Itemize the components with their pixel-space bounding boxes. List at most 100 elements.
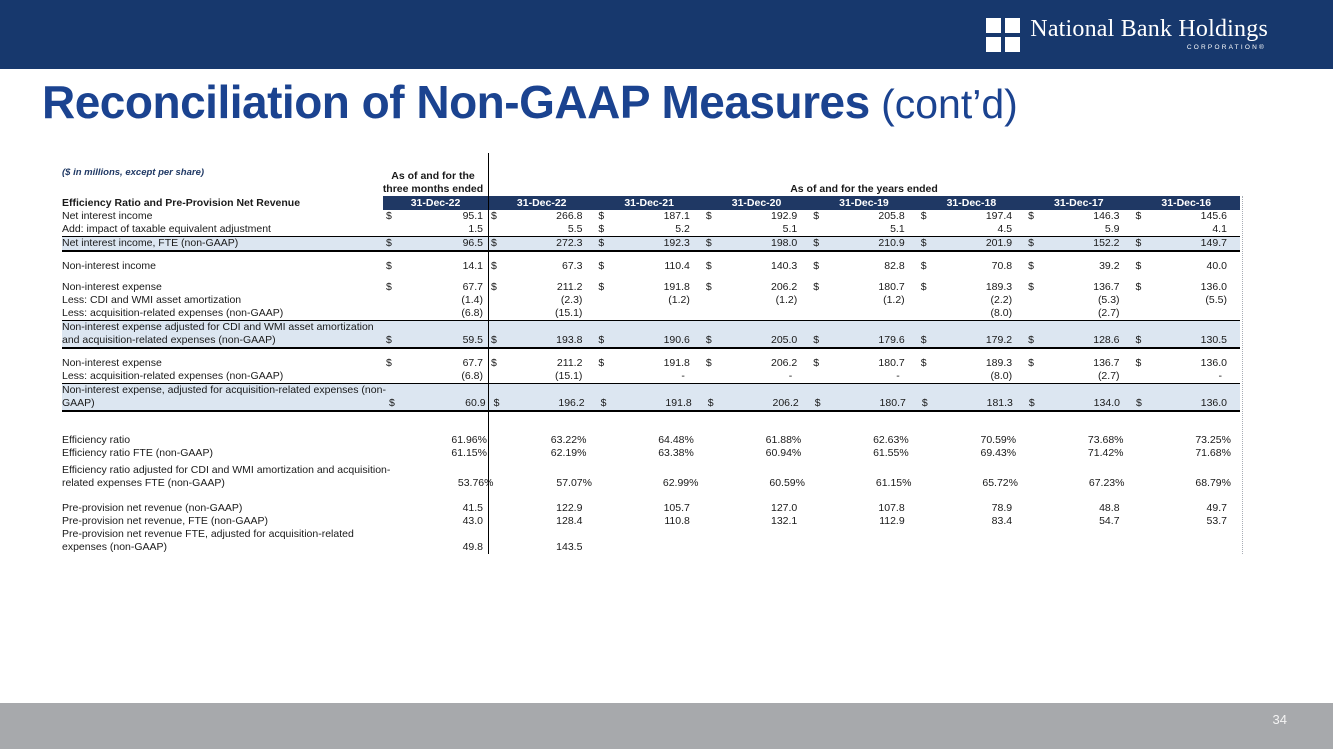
- dollar-sign: $: [813, 281, 820, 293]
- logo-text-wrap: National Bank Holdings CORPORATION®: [1030, 16, 1268, 51]
- cell-value: 60.94%: [765, 447, 802, 459]
- cell-value: -: [896, 370, 900, 382]
- table-cell: 60.59%: [707, 464, 814, 490]
- table-cell: 61.88%: [703, 434, 810, 447]
- cell-value: 62.99%: [662, 477, 699, 489]
- cell-value: 266.8: [556, 210, 583, 222]
- table-cell: 5.5: [488, 223, 595, 236]
- reconciliation-table: ($ in millions, except per share) As of …: [62, 153, 1243, 570]
- dollar-sign: $: [598, 260, 605, 272]
- cell-value: 201.9: [985, 237, 1013, 249]
- dollar-sign: $: [1135, 210, 1142, 222]
- cell-value: 67.7: [462, 281, 483, 293]
- dollar-sign: $: [707, 397, 714, 409]
- dollar-sign: $: [705, 237, 712, 249]
- table-cell: (2.7): [1025, 307, 1132, 320]
- table-cell: $205.8: [810, 210, 917, 223]
- cell-value: 67.7: [462, 357, 483, 369]
- cell-value: 78.9: [991, 502, 1013, 514]
- cell-value: 70.59%: [980, 434, 1017, 446]
- dollar-sign: $: [386, 237, 392, 249]
- cell-value: 105.7: [663, 502, 690, 514]
- table-cell: $206.2: [705, 384, 812, 410]
- table-cell: 78.9: [918, 502, 1025, 515]
- cell-value: 180.7: [879, 397, 906, 409]
- table-cell: $130.5: [1133, 321, 1240, 347]
- row-label: Net interest income: [62, 210, 153, 222]
- row-label: Non-interest income: [62, 260, 156, 272]
- cell-value: 57.07%: [556, 477, 592, 489]
- table-cell: 62.99%: [601, 464, 708, 490]
- cell-value: 5.1: [782, 223, 798, 235]
- cell-value: 41.5: [462, 502, 483, 514]
- column-divider-line: [488, 153, 489, 554]
- table-cell: $60.9: [386, 384, 491, 410]
- table-cell: 71.42%: [1025, 447, 1132, 460]
- cell-value: 149.7: [1200, 237, 1227, 249]
- column-group-three-months: As of and for the three months ended: [372, 170, 494, 196]
- table-cell: 122.9: [488, 502, 595, 515]
- dollar-sign: $: [598, 237, 605, 249]
- table-cell: $39.2: [1025, 260, 1132, 273]
- cell-value: 64.48%: [658, 434, 694, 446]
- cell-value: 140.3: [770, 260, 798, 272]
- cell-value: 187.1: [663, 210, 690, 222]
- table-row: Less: CDI and WMI asset amortization (1.4…: [62, 294, 1240, 307]
- table-cell: $136.0: [1133, 281, 1240, 294]
- cell-value: (1.2): [775, 294, 798, 306]
- cell-value: 130.5: [1200, 334, 1227, 346]
- column-group-years: As of and for the years ended: [790, 183, 938, 195]
- dollar-sign: $: [921, 397, 928, 409]
- table-row: Efficiency ratio 61.96% 63.22% 64.48% 61.88%…: [62, 434, 1240, 447]
- dollar-sign: $: [598, 281, 605, 293]
- row-label: Non-interest expense, adjusted for acqui…: [62, 384, 386, 409]
- table-spacer: [62, 252, 1240, 260]
- table-cell: 143.5: [488, 528, 595, 554]
- table-cell: $82.8: [810, 260, 917, 273]
- table-cell: [1025, 528, 1132, 554]
- cell-value: 198.0: [770, 237, 798, 249]
- row-label: Non-interest expense: [62, 281, 162, 293]
- row-label: Efficiency ratio adjusted for CDI and WM…: [62, 464, 391, 489]
- table-cell: $266.8: [488, 210, 595, 223]
- table-cell: [918, 528, 1025, 554]
- dollar-sign: $: [598, 357, 605, 369]
- page-title: Reconciliation of Non-GAAP Measures (con…: [42, 76, 1018, 130]
- cell-value: 39.2: [1099, 260, 1120, 272]
- cell-value: 68.79%: [1195, 477, 1231, 489]
- table-cell: (5.3): [1025, 294, 1132, 307]
- table-cell: (1.2): [810, 294, 917, 307]
- table-cell: (2.7): [1025, 370, 1132, 383]
- table-cell: 61.55%: [810, 447, 917, 460]
- cell-value: 110.8: [664, 515, 690, 527]
- cell-value: 112.9: [879, 515, 905, 527]
- cell-value: (1.4): [461, 294, 483, 306]
- table-cell: $5.2: [595, 223, 702, 236]
- table-cell: $128.6: [1025, 321, 1132, 347]
- table-row: Efficiency ratio FTE (non-GAAP) 61.15% 62.…: [62, 447, 1240, 460]
- cell-value: 61.88%: [765, 434, 802, 446]
- dollar-sign: $: [813, 210, 820, 222]
- cell-value: 189.3: [985, 281, 1013, 293]
- cell-value: 179.6: [878, 334, 905, 346]
- table-cell: 1.5: [383, 223, 488, 236]
- dollar-sign: $: [705, 281, 712, 293]
- table-cell: 5.9: [1025, 223, 1132, 236]
- cell-value: 60.9: [465, 397, 486, 409]
- table-cell: 43.0: [383, 515, 488, 528]
- table-cell: 112.9: [810, 515, 917, 528]
- cell-value: 61.15%: [451, 447, 487, 459]
- cell-value: 211.2: [556, 281, 583, 293]
- cell-value: 143.5: [556, 541, 583, 553]
- cell-value: 48.8: [1099, 502, 1120, 514]
- row-label: Less: acquisition-related expenses (non-…: [62, 307, 284, 319]
- cell-value: 152.2: [1093, 237, 1120, 249]
- cell-value: 127.0: [770, 502, 798, 514]
- table-cell: $211.2: [488, 281, 595, 294]
- dollar-sign: $: [705, 357, 712, 369]
- dollar-sign: $: [1135, 237, 1142, 249]
- cell-value: 196.2: [558, 397, 585, 409]
- page-number: 34: [1272, 712, 1287, 727]
- cell-value: 5.1: [890, 223, 905, 235]
- dollar-sign: $: [491, 210, 497, 222]
